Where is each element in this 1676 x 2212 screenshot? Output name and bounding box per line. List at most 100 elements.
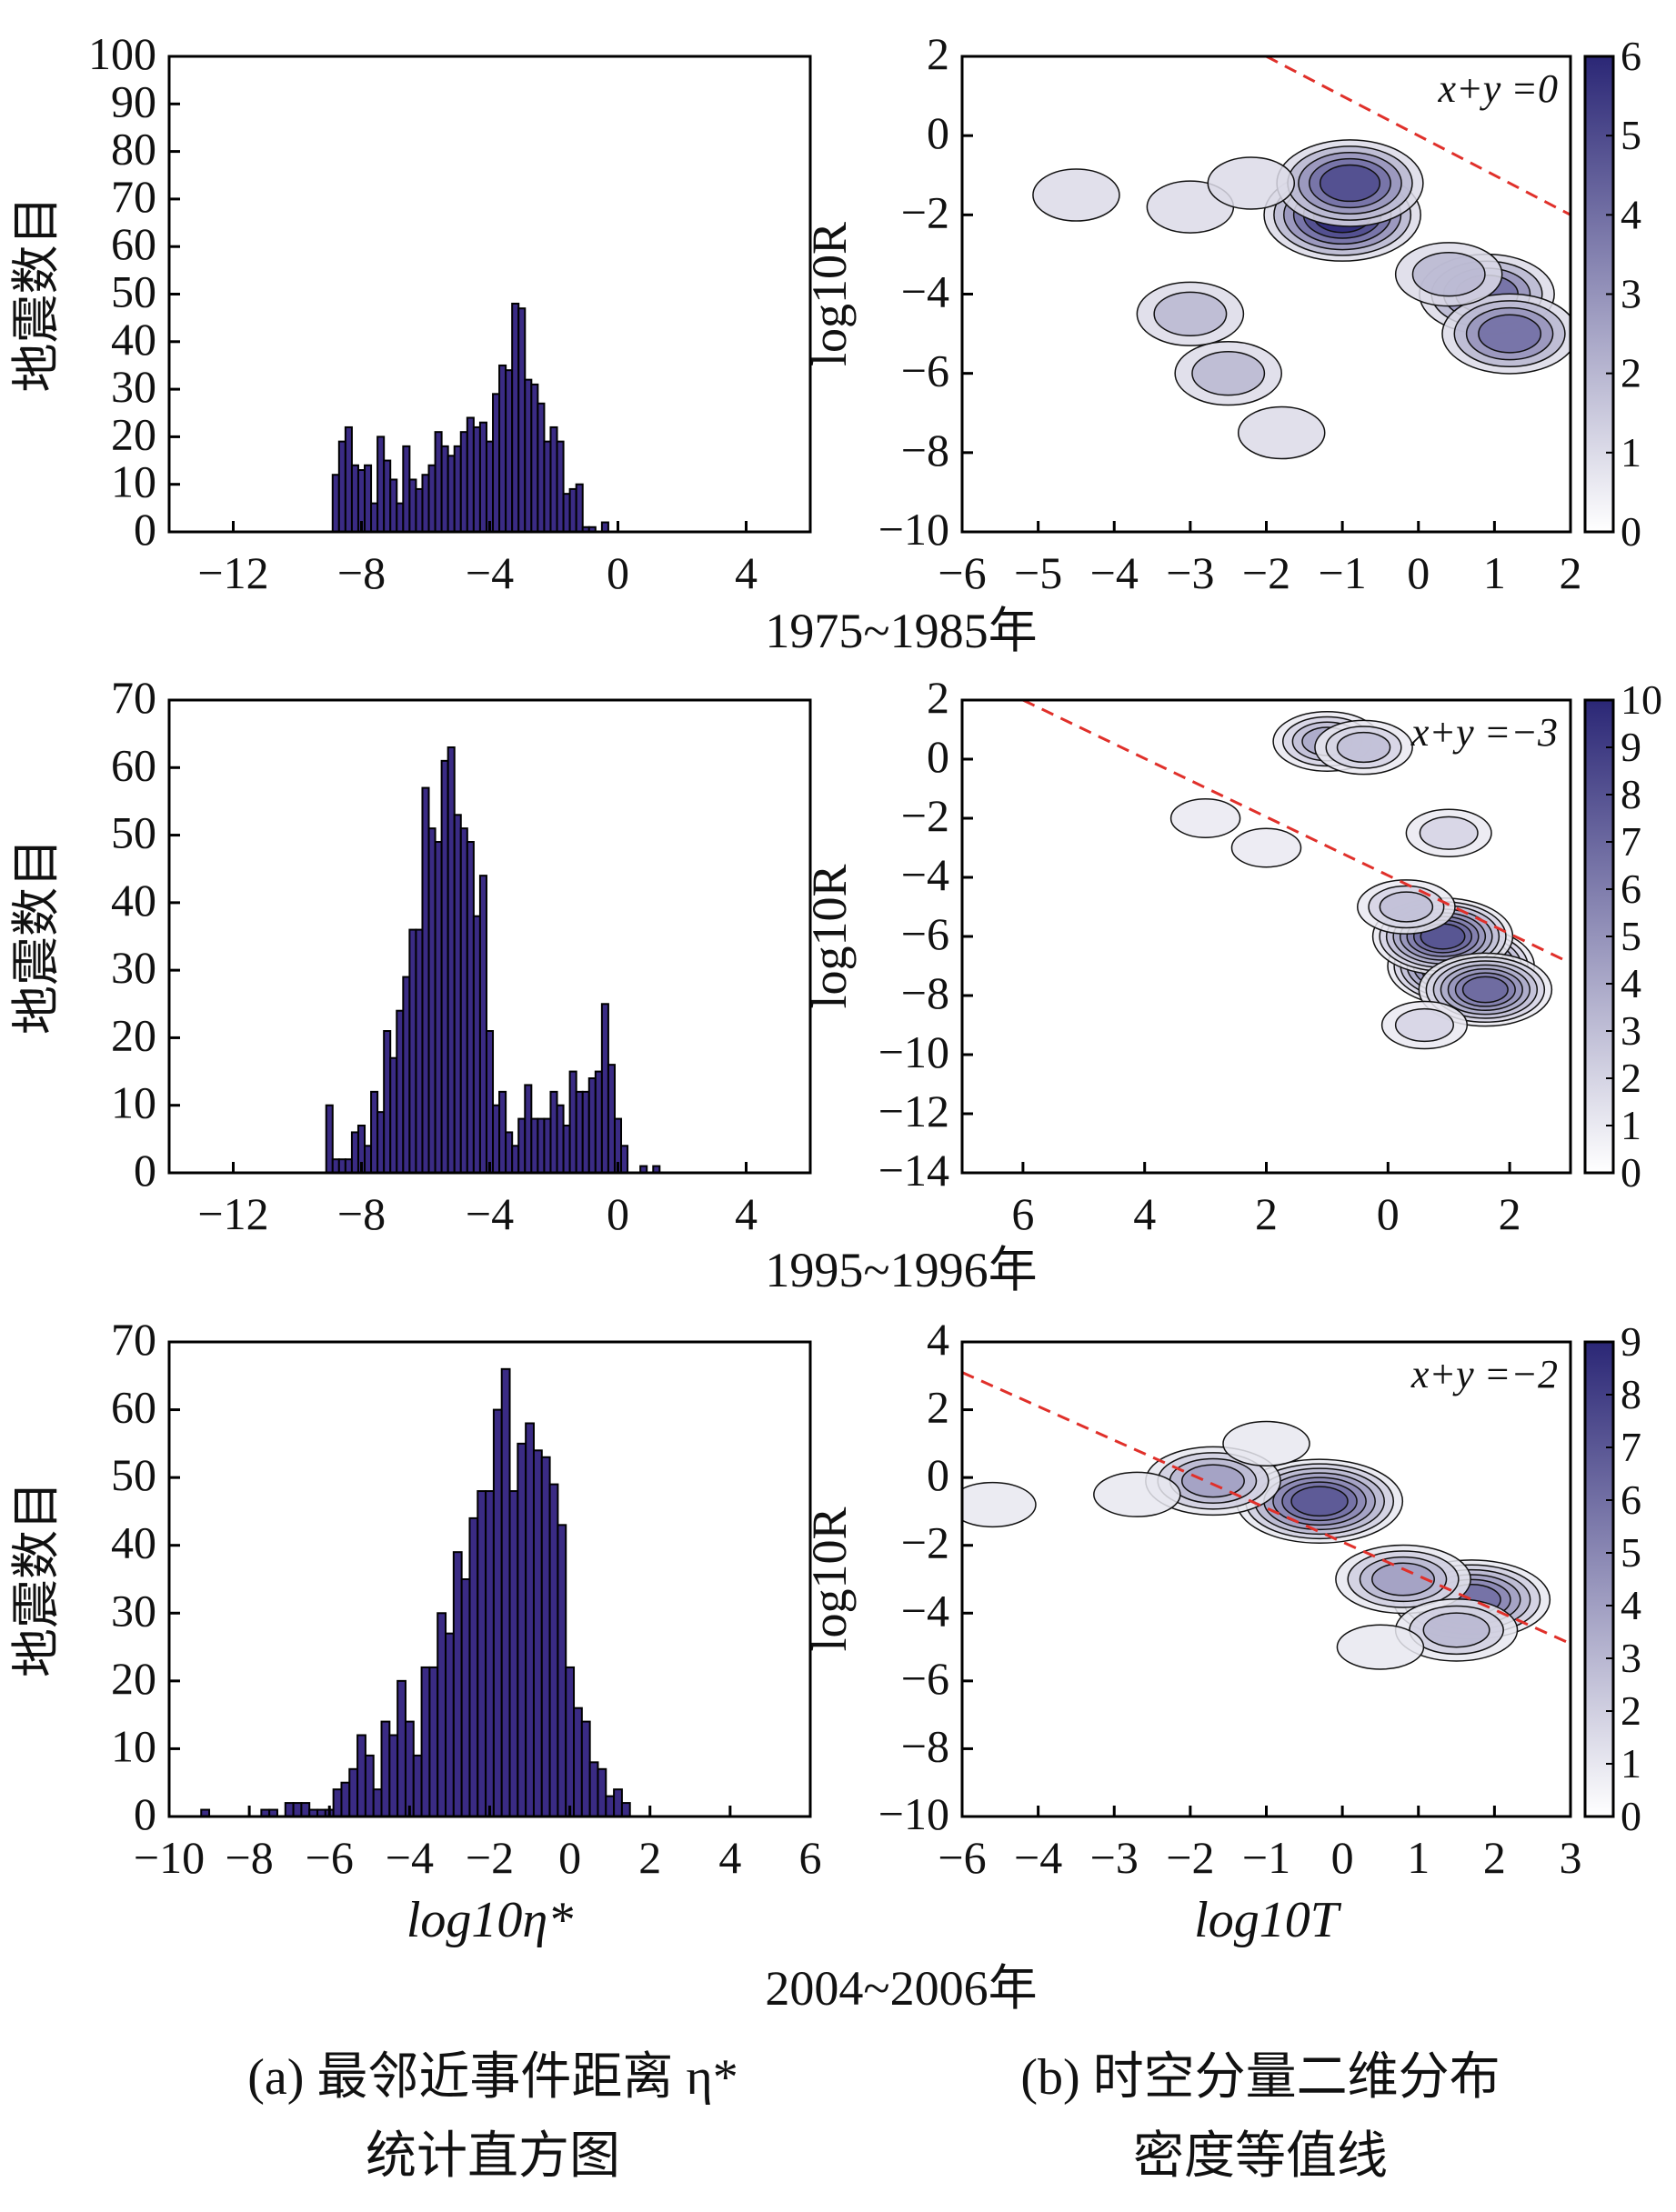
- histogram-bar: [525, 1422, 535, 1817]
- axes-frame: [960, 55, 1572, 534]
- histogram-bar: [348, 1767, 359, 1817]
- colorbar-tick-label: 10: [1621, 676, 1662, 723]
- histogram-bar: [364, 1754, 375, 1817]
- x-axis-label: log10η*: [406, 1892, 573, 1948]
- histogram-bar: [402, 445, 411, 532]
- y-tick-label: −2: [901, 790, 949, 841]
- histogram-bar: [440, 759, 449, 1173]
- colorbar-tick-label: 2: [1621, 1055, 1641, 1101]
- histogram-bar: [517, 1442, 527, 1817]
- density-contour: [1237, 405, 1326, 460]
- histogram-bar: [575, 1090, 584, 1173]
- y-tick-label: 40: [111, 875, 156, 926]
- reference-line: [1022, 700, 1571, 965]
- reference-line: [962, 1371, 1571, 1646]
- histogram-bar: [500, 1367, 511, 1817]
- caption-a-line2: 统计直方图: [366, 2128, 620, 2185]
- histogram-bar: [468, 1516, 479, 1817]
- histogram-bar: [613, 1788, 623, 1817]
- plot-area: [962, 1371, 1571, 1670]
- density-contour: [962, 1481, 1037, 1528]
- y-tick-label: 4: [927, 1314, 949, 1365]
- x-axis-label: log10T: [1194, 1892, 1342, 1948]
- colorbar-tick-label: 2: [1621, 1687, 1641, 1734]
- histogram-bar: [492, 1408, 503, 1817]
- y-tick-label: 0: [134, 504, 156, 555]
- histogram-bar: [356, 1734, 366, 1817]
- histogram-bar: [421, 786, 430, 1173]
- histogram-bar: [402, 976, 411, 1173]
- histogram-bar: [485, 1030, 495, 1173]
- histogram-bar: [459, 431, 468, 532]
- histogram-bar: [453, 445, 462, 532]
- y-tick-label: 0: [134, 1788, 156, 1839]
- histogram-bar: [543, 440, 552, 532]
- y-tick-label: 90: [111, 75, 156, 126]
- density-contour: [1419, 816, 1479, 850]
- x-tick-label: −8: [337, 1188, 386, 1239]
- axes-frame: [167, 1340, 812, 1818]
- histogram-bar: [428, 1666, 439, 1817]
- x-tick-label: −8: [226, 1832, 274, 1883]
- histogram-bar: [472, 425, 481, 532]
- histogram-bar: [530, 383, 539, 532]
- x-tick-label: −10: [134, 1832, 205, 1883]
- y-axis-label: log10R: [802, 864, 857, 1008]
- y-tick-label: 30: [111, 1585, 156, 1636]
- x-tick-label: −12: [197, 1188, 268, 1239]
- histogram-bar: [530, 1117, 539, 1173]
- x-tick-label: 1: [1483, 547, 1506, 598]
- density-contour: [1093, 1471, 1181, 1517]
- x-tick-label: 4: [718, 1832, 741, 1883]
- axes-frame: [960, 698, 1572, 1175]
- histogram-bar: [587, 1077, 597, 1173]
- histogram-bar: [605, 1795, 616, 1817]
- y-tick-label: 40: [111, 1517, 156, 1568]
- histogram-bar: [466, 416, 475, 532]
- contour-2004: x+y =−2−10−8−6−4−2024log10R0123456789−6−…: [802, 1314, 1641, 1948]
- x-tick-label: 2: [1499, 1188, 1521, 1239]
- colorbar-tick-label: 3: [1621, 1007, 1641, 1054]
- histogram-bar: [350, 1131, 359, 1173]
- histogram-bar: [396, 1009, 405, 1173]
- x-tick-label: −4: [386, 1832, 434, 1883]
- colorbar-tick-label: 0: [1621, 1793, 1641, 1839]
- histogram-bar: [459, 827, 468, 1173]
- x-tick-label: −4: [466, 1188, 514, 1239]
- y-tick-label: 70: [111, 171, 156, 222]
- histogram-bar: [434, 841, 443, 1173]
- histogram-bar: [434, 431, 443, 532]
- reference-line-label: x+y =−2: [1410, 1352, 1558, 1396]
- plot-area: [200, 1367, 631, 1817]
- colorbar-tick-label: 6: [1621, 866, 1641, 912]
- density-contour: [1032, 168, 1120, 222]
- histogram-bar: [325, 1104, 334, 1173]
- histogram-bar: [532, 1449, 543, 1817]
- x-tick-label: 2: [1255, 1188, 1278, 1239]
- histogram-bar: [492, 393, 501, 532]
- x-tick-label: −2: [466, 1832, 514, 1883]
- histogram-bar: [540, 1456, 551, 1817]
- x-tick-label: 3: [1560, 1832, 1582, 1883]
- y-tick-label: 40: [111, 314, 156, 365]
- colorbar-tick-label: 3: [1621, 271, 1641, 317]
- y-axis-label: 地震数目: [9, 838, 64, 1035]
- colorbar-tick-label: 8: [1621, 1371, 1641, 1417]
- histogram-bar: [485, 440, 495, 532]
- x-tick-label: −1: [1242, 1832, 1290, 1883]
- x-tick-label: 6: [1011, 1188, 1034, 1239]
- histogram-bar: [396, 1679, 406, 1817]
- histogram-bar: [587, 525, 597, 532]
- histogram-bar: [505, 369, 514, 532]
- x-tick-label: 4: [735, 547, 758, 598]
- histogram-bar: [562, 493, 571, 532]
- histogram-bar: [524, 1084, 533, 1173]
- hist-2004: 0 10 20 30 40 50 60 70 地震数目 −10 −8 −6 −4 −2 0 2 4 6 log10η…: [9, 1314, 822, 1948]
- x-tick-label: −4: [1090, 547, 1139, 598]
- histogram-bar: [573, 1707, 583, 1817]
- histogram-bar: [492, 1104, 501, 1173]
- colorbar-tick-label: 0: [1621, 1149, 1641, 1196]
- y-axis-label: 地震数目: [9, 1481, 64, 1677]
- y-tick-label: −10: [878, 1026, 949, 1077]
- x-tick-label: −6: [306, 1832, 354, 1883]
